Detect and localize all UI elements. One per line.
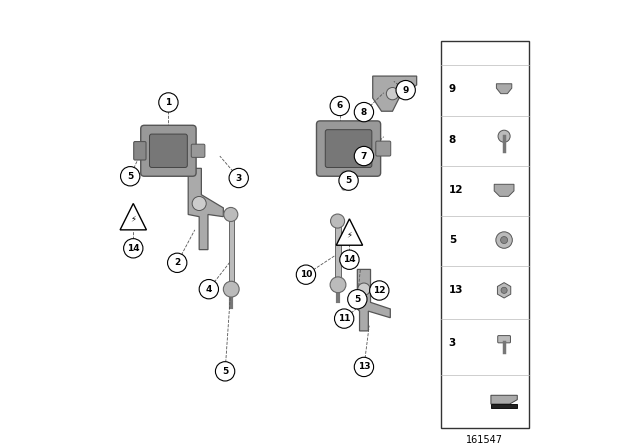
Circle shape <box>396 81 415 100</box>
Circle shape <box>339 171 358 190</box>
FancyBboxPatch shape <box>498 336 511 343</box>
Circle shape <box>500 237 508 244</box>
Text: ⚡: ⚡ <box>346 230 353 239</box>
Circle shape <box>216 362 235 381</box>
Polygon shape <box>120 203 147 230</box>
Circle shape <box>498 130 510 142</box>
Text: 7: 7 <box>361 151 367 160</box>
Circle shape <box>229 168 248 188</box>
Circle shape <box>501 287 507 293</box>
Polygon shape <box>372 76 417 111</box>
Circle shape <box>120 167 140 186</box>
Text: 161547: 161547 <box>467 435 503 445</box>
Circle shape <box>330 277 346 293</box>
Text: 13: 13 <box>449 285 463 295</box>
Circle shape <box>224 207 238 221</box>
Text: 5: 5 <box>222 367 228 376</box>
FancyBboxPatch shape <box>491 404 517 408</box>
Circle shape <box>340 250 359 269</box>
FancyBboxPatch shape <box>134 142 146 160</box>
Polygon shape <box>497 84 512 94</box>
Circle shape <box>192 197 206 211</box>
FancyBboxPatch shape <box>441 41 529 427</box>
Text: 12: 12 <box>373 286 385 295</box>
Text: 10: 10 <box>300 270 312 279</box>
Text: 2: 2 <box>174 258 180 267</box>
Text: 5: 5 <box>127 172 133 181</box>
Polygon shape <box>491 395 517 404</box>
Polygon shape <box>336 219 363 245</box>
Text: 5: 5 <box>449 235 456 245</box>
Circle shape <box>296 265 316 284</box>
FancyBboxPatch shape <box>376 141 391 156</box>
Text: 11: 11 <box>338 314 351 323</box>
Polygon shape <box>335 225 340 280</box>
Text: 8: 8 <box>361 108 367 116</box>
Text: 13: 13 <box>358 362 370 371</box>
Circle shape <box>159 93 178 112</box>
Text: 4: 4 <box>205 284 212 294</box>
Circle shape <box>370 281 389 300</box>
Circle shape <box>335 309 354 328</box>
Text: 5: 5 <box>346 176 352 185</box>
Text: 5: 5 <box>354 295 360 304</box>
Circle shape <box>358 283 370 295</box>
Polygon shape <box>188 168 223 250</box>
FancyBboxPatch shape <box>317 121 381 176</box>
Text: 8: 8 <box>449 134 456 145</box>
Text: 6: 6 <box>337 101 343 111</box>
Circle shape <box>330 214 344 228</box>
Circle shape <box>348 289 367 309</box>
FancyBboxPatch shape <box>325 129 372 168</box>
Text: 14: 14 <box>343 255 356 264</box>
Circle shape <box>355 103 374 122</box>
Circle shape <box>496 232 513 248</box>
FancyBboxPatch shape <box>191 144 205 157</box>
Polygon shape <box>494 184 514 196</box>
Text: 1: 1 <box>165 98 172 107</box>
Text: 14: 14 <box>127 244 140 253</box>
Polygon shape <box>497 283 511 298</box>
Circle shape <box>355 357 374 377</box>
Circle shape <box>330 96 349 116</box>
Circle shape <box>223 281 239 297</box>
Circle shape <box>199 280 218 299</box>
Text: 9: 9 <box>403 86 409 95</box>
Polygon shape <box>357 269 390 331</box>
Text: 3: 3 <box>236 173 242 182</box>
FancyBboxPatch shape <box>150 134 188 168</box>
Circle shape <box>124 239 143 258</box>
Text: ⚡: ⚡ <box>131 215 136 224</box>
Circle shape <box>355 146 374 166</box>
Circle shape <box>387 87 399 100</box>
FancyBboxPatch shape <box>141 125 196 176</box>
Circle shape <box>168 253 187 272</box>
Polygon shape <box>228 219 234 285</box>
Text: 3: 3 <box>449 337 456 348</box>
Text: 9: 9 <box>449 84 456 94</box>
Text: 12: 12 <box>449 185 463 195</box>
